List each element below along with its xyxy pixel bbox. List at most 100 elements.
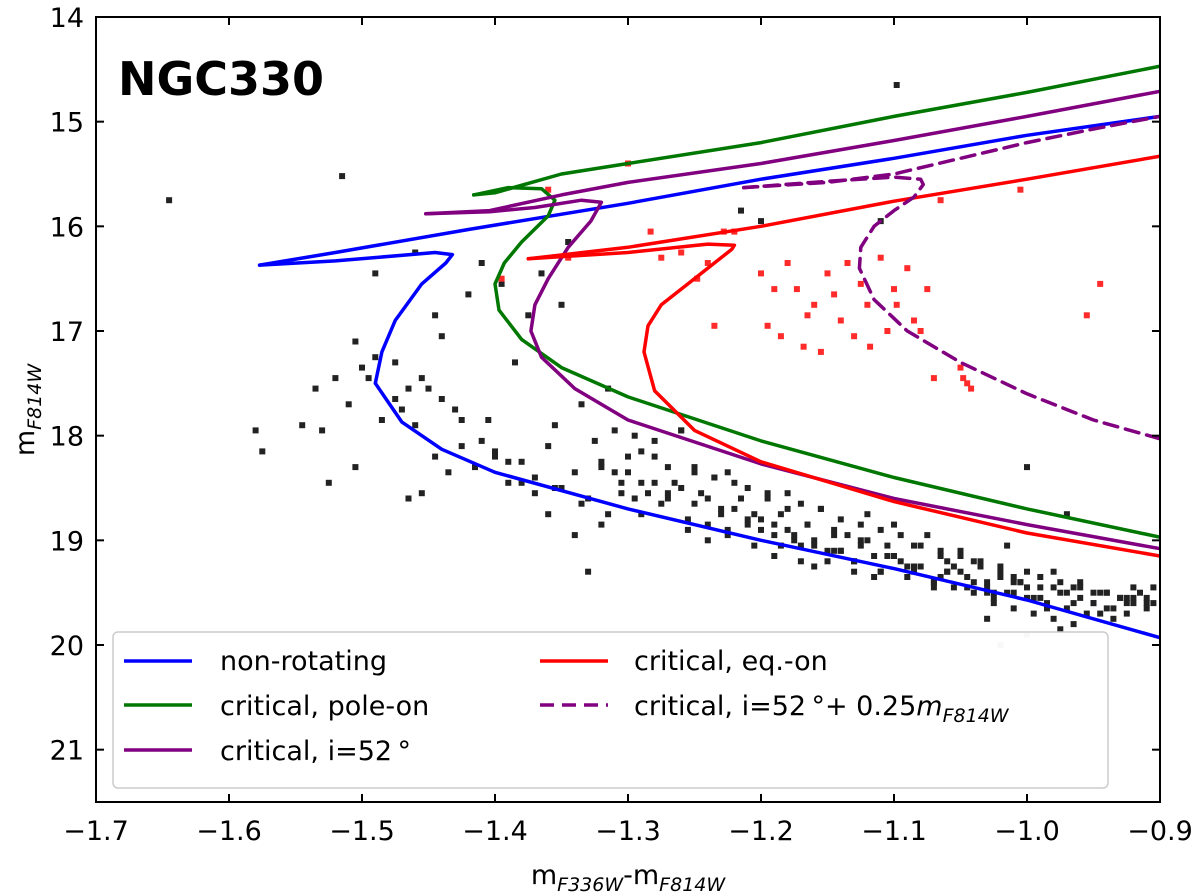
red-star-point (678, 249, 685, 256)
star-point (445, 469, 452, 476)
star-point (1143, 605, 1150, 612)
star-point (744, 485, 751, 491)
star-point (857, 521, 864, 528)
star-point (997, 574, 1004, 580)
star-point (352, 464, 359, 471)
star-point (678, 427, 685, 434)
red-star-point (764, 322, 771, 329)
star-point (844, 532, 851, 539)
star-point (1024, 594, 1030, 601)
y-axis-label: mF814W (10, 363, 46, 457)
star-point (299, 422, 306, 429)
isochrone-critical-eq-on-upper (526, 154, 1160, 261)
x-tick-label: −1.6 (196, 816, 262, 847)
star-point (893, 82, 900, 88)
star-point (571, 469, 578, 476)
star-point (970, 558, 977, 565)
star-point (1137, 589, 1143, 596)
star-point (638, 479, 645, 486)
star-point (777, 511, 784, 518)
star-point (345, 401, 352, 408)
star-point (924, 532, 931, 539)
star-point (1050, 568, 1057, 575)
star-point (718, 511, 725, 518)
star-point (984, 579, 991, 586)
star-point (1070, 584, 1077, 591)
star-point (538, 270, 545, 277)
star-point (378, 417, 385, 423)
star-point (718, 505, 725, 512)
red-star-point (777, 333, 784, 340)
star-point (897, 558, 904, 565)
star-point (957, 547, 964, 554)
star-point (758, 218, 764, 225)
star-point (1077, 579, 1084, 586)
star-point (797, 542, 804, 549)
star-point (1103, 589, 1110, 596)
star-point (984, 584, 991, 591)
star-point (891, 553, 897, 559)
x-tick-label: −1.7 (63, 816, 129, 847)
y-tick-label: 15 (50, 108, 84, 139)
star-point (332, 375, 339, 382)
star-point (1004, 589, 1011, 596)
star-point (518, 479, 525, 486)
star-point (970, 589, 977, 596)
star-point (1037, 584, 1044, 591)
red-star-point (658, 254, 665, 261)
star-point (984, 615, 991, 622)
red-star-point (831, 291, 838, 298)
star-point (638, 511, 645, 518)
red-star-point (824, 270, 831, 277)
star-point (751, 511, 758, 518)
star-point (784, 490, 791, 497)
star-point (412, 422, 419, 429)
star-point (352, 338, 359, 345)
star-point (1070, 600, 1077, 607)
data-layer (166, 82, 1157, 648)
star-point (1143, 600, 1150, 607)
red-star-point (867, 343, 874, 350)
star-point (418, 490, 425, 497)
star-point (472, 464, 478, 471)
star-point (1030, 594, 1037, 601)
star-point (452, 406, 459, 413)
star-point (418, 375, 425, 382)
star-point (1150, 584, 1157, 591)
star-point (758, 516, 764, 523)
star-point (578, 500, 585, 507)
x-tick-label: −1.5 (329, 816, 395, 847)
star-point (438, 333, 445, 340)
star-point (1024, 568, 1030, 575)
star-point (605, 511, 612, 518)
star-point (831, 547, 838, 554)
star-point (817, 505, 824, 512)
star-point (831, 532, 838, 539)
star-point (1037, 574, 1044, 580)
star-point (970, 579, 977, 586)
star-point (531, 474, 538, 481)
star-point (651, 453, 658, 460)
star-point (877, 526, 884, 533)
star-point (1130, 600, 1137, 607)
star-point (1130, 584, 1137, 591)
red-star-point (545, 186, 552, 193)
y-tick-label: 16 (50, 212, 84, 243)
star-point (837, 516, 844, 523)
star-point (618, 490, 625, 497)
star-point (625, 453, 631, 460)
x-tick-label: −1.3 (595, 816, 661, 847)
star-point (1010, 579, 1017, 586)
star-point (917, 542, 924, 549)
red-star-point (800, 343, 807, 350)
star-point (1143, 594, 1150, 601)
star-point (1044, 600, 1050, 607)
star-point (731, 479, 738, 486)
star-point (744, 516, 751, 523)
red-star-point (964, 380, 971, 387)
star-point (904, 563, 911, 570)
star-point (751, 542, 758, 549)
star-point (598, 464, 605, 471)
star-point (758, 526, 764, 533)
